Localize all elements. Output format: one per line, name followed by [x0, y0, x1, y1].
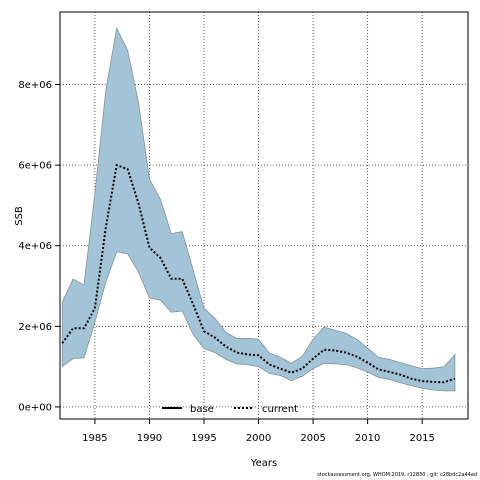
x-tick-label-2005: 2005 — [300, 433, 325, 444]
x-tick-label-1995: 1995 — [191, 433, 216, 444]
confidence-band-layer — [61, 26, 456, 392]
y-axis-ticks: 0e+00 2e+06 4e+06 6e+06 8e+06 — [18, 80, 60, 413]
plot-area-frame — [59, 11, 469, 420]
y-tick-label-2: 4e+06 — [18, 241, 52, 252]
confidence-band — [61, 26, 456, 392]
legend: base current — [162, 404, 298, 415]
footer-credit: stockassessment.org, WHOM 2019, r12830 ,… — [317, 472, 477, 478]
legend-base-label: base — [190, 404, 214, 415]
x-tick-label-1990: 1990 — [137, 433, 162, 444]
x-tick-label-2010: 2010 — [355, 433, 380, 444]
x-tick-label-1985: 1985 — [82, 433, 107, 444]
y-tick-label-4: 8e+06 — [18, 80, 52, 91]
y-tick-label-3: 6e+06 — [18, 161, 52, 172]
x-tick-label-2000: 2000 — [246, 433, 271, 444]
series-line-current — [61, 163, 456, 384]
y-tick-label-1: 2e+06 — [18, 322, 52, 333]
y-tick-label-0: 0e+00 — [18, 402, 52, 413]
y-axis-label: SSB — [14, 206, 25, 226]
legend-current-label: current — [262, 404, 298, 415]
x-axis-ticks: 1985 1990 1995 2000 2005 2010 2015 — [82, 419, 435, 444]
x-tick-label-2015: 2015 — [409, 433, 434, 444]
series-line-layer — [61, 163, 456, 384]
x-axis-label: Years — [250, 458, 277, 469]
